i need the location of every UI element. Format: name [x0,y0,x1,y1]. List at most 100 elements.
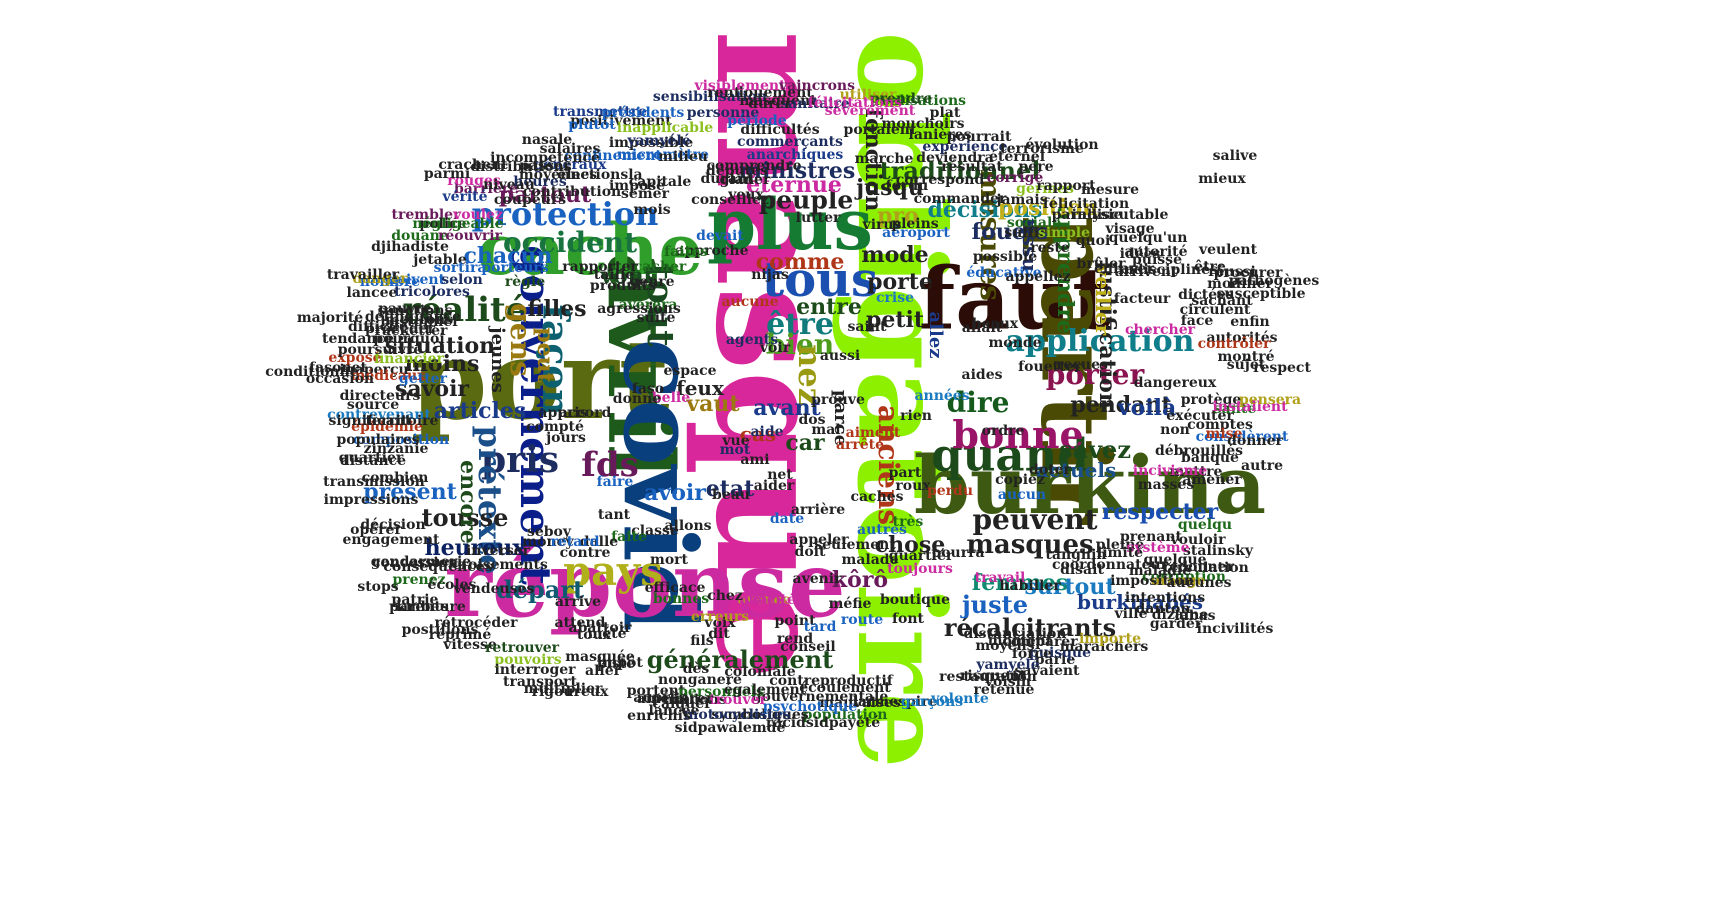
word-384: piste [596,656,636,672]
word-199: mauvaises [819,695,901,711]
word-285: aides [961,367,1003,383]
word-127: généraux [533,157,607,173]
word-425: genre [629,274,675,290]
word-355: pourrait [946,129,1012,145]
word-139: capitale [628,174,692,190]
word-159: tricolores [394,284,470,300]
word-451: durant [700,171,754,187]
word-12: tous [761,252,879,308]
word-269: veux [728,187,764,203]
word-141: rouges [447,173,501,189]
word-365: caches [850,489,904,505]
word-307: font [891,611,925,627]
word-431: contre [559,545,611,561]
word-193: millions [663,692,727,708]
word-400: zinzanie [363,441,429,457]
word-450: glaner [719,172,771,188]
word-320: appris [538,405,588,421]
word-369: charité [740,592,796,608]
word-151: règle [504,274,546,290]
word-326: faso [631,381,665,397]
word-31: dire [946,386,1010,419]
word-212: retenue [973,682,1035,698]
word-318: jours [546,430,586,446]
word-14: bonne [952,412,1084,457]
word-436: aller [585,663,621,679]
word-410: occasion [305,371,375,387]
word-340: installent [1212,399,1288,415]
word-158: danger [352,271,408,287]
word-211: volonte [931,691,989,707]
word-225: importe [1078,631,1142,647]
word-371: dès [682,661,710,677]
word-381: arrive [554,594,602,610]
word-152: jetable [413,252,467,268]
word-336: limité [1096,545,1144,561]
word-47: savez [1059,435,1131,464]
word-468: rapport [1036,178,1096,194]
word-273: cacher [633,259,687,275]
word-432: money [522,534,574,550]
word-460: idées [1119,246,1161,262]
word-210: garçons [900,694,964,710]
word-254: enfin [1230,314,1270,330]
word-46: surtout [1024,574,1116,600]
word-57: mode [861,242,929,268]
word-259: réussi [1208,264,1256,280]
word-77: etat [705,476,755,502]
word-179: prenez [392,572,446,588]
word-177: engagement [342,532,440,548]
word-240: incivisme [1132,463,1208,479]
word-40: récalcitrants [943,613,1117,642]
word-175: combien [361,470,429,486]
word-5: réponse [444,532,846,638]
word-236: pourra [931,545,985,561]
word-122: durer [748,96,792,112]
word-446: coordonnateur [1051,557,1169,573]
word-161: délinquance [364,309,462,325]
word-9: cache [476,208,704,291]
word-325: tant [597,507,631,523]
word-299: date [769,511,805,527]
word-173: distance [339,453,407,469]
word-207: personnels [678,684,764,700]
word-380: attend [554,615,606,631]
word-178: gendarmerie [370,554,472,570]
word-109: deviendra [916,150,994,166]
word-342: respect [1253,360,1311,376]
word-263: sociale [1006,215,1062,231]
word-107: lanières [908,127,972,143]
word-416: travailler [326,267,400,283]
word-241: banque [1181,450,1239,466]
word-181: patrie [391,592,439,608]
word-256: circulent [1179,302,1251,318]
word-18: occident [502,226,638,259]
word-132: yamyélé [627,133,691,149]
word-82: kôrô [831,567,889,593]
word-164: exposé [328,350,382,366]
word-461: puisse [1132,252,1182,268]
word-364: route [840,612,884,628]
word-174: impressions [323,492,419,508]
word-353: terrorisme [1000,141,1084,157]
word-366: tard [803,619,837,635]
word-441: garder [1149,616,1203,632]
word-399: opérer [350,522,402,538]
word-69: savoir [394,376,470,402]
word-296: net [767,467,793,483]
word-6: faut [918,249,1112,350]
word-394: concession [371,555,459,571]
word-471: facteur [1113,291,1171,307]
word-67: situation [384,333,496,359]
word-13: quand [931,428,1089,482]
word-172: composition [352,432,450,448]
word-390: croisements [452,557,548,573]
word-72: éternue [746,172,842,198]
word-15: peuvent [972,503,1098,536]
word-54: décisions [927,197,1043,223]
word-184: vitesse [443,637,497,653]
word-104: commerçants [737,134,843,150]
word-288: arrête [835,437,885,453]
word-448: circulation [1163,560,1249,576]
word-21: être [766,307,834,342]
